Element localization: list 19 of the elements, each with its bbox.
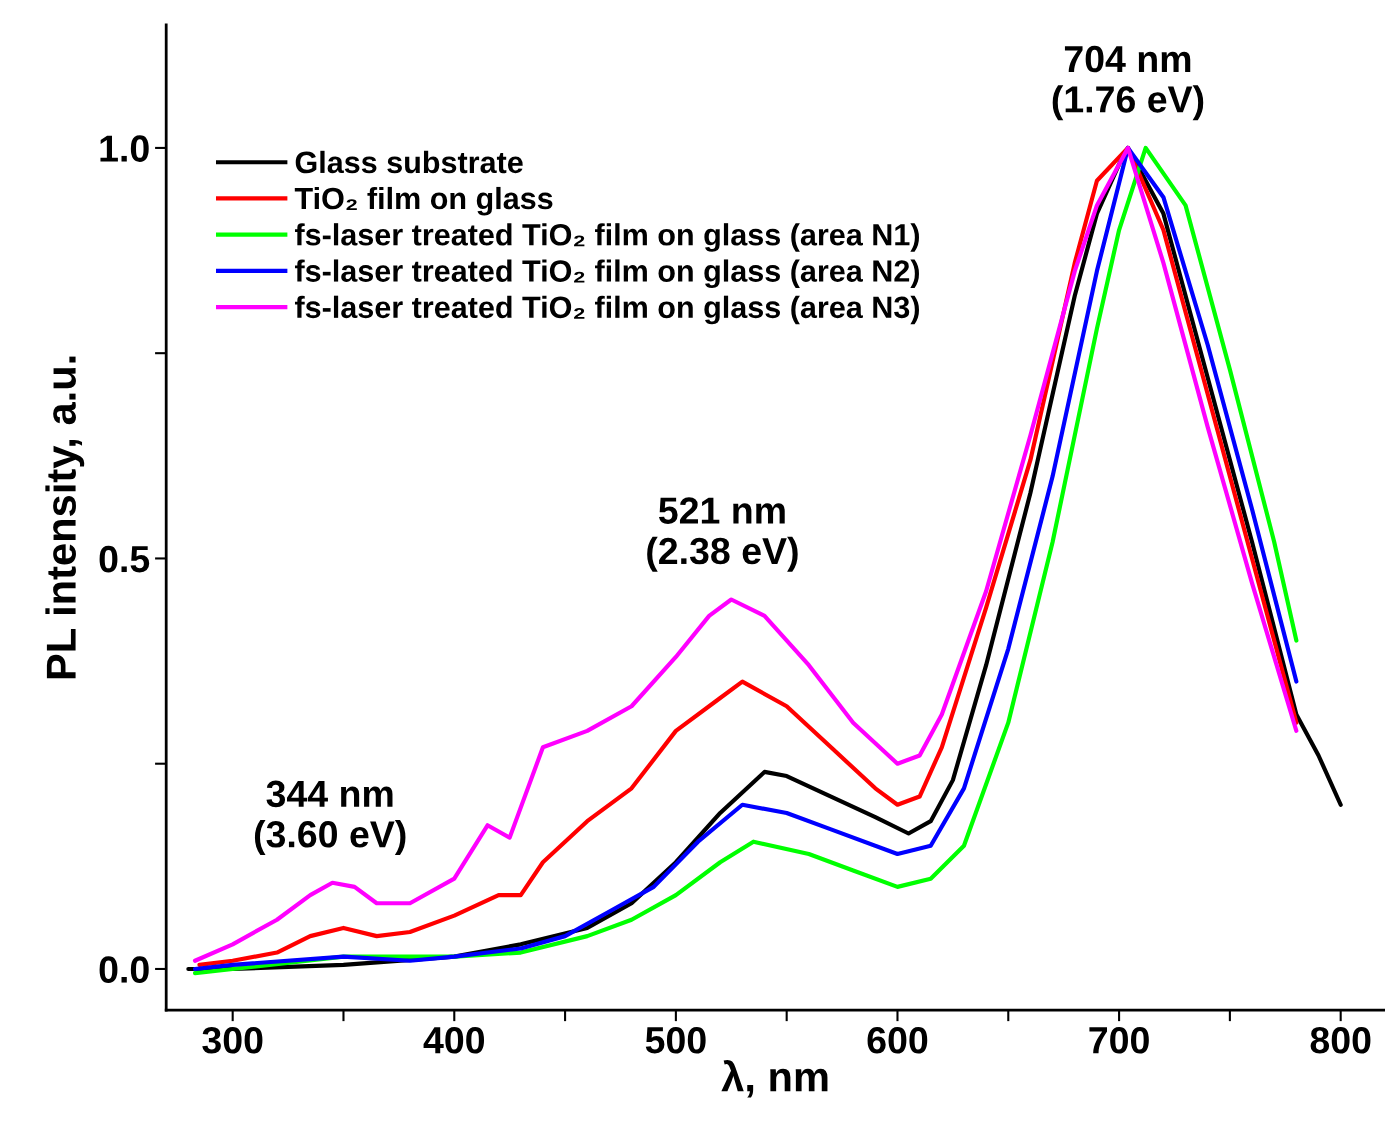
annotation: 521 nm (2.38 eV) xyxy=(647,497,798,572)
x-tick-label: 800 xyxy=(1310,1026,1371,1054)
x-tick-label: 400 xyxy=(423,1026,485,1054)
annotation: 704 nm (1.76 eV) xyxy=(1052,45,1204,121)
y-axis-title: PL intensity, a.u. xyxy=(45,356,85,679)
y-tick-label: 1.0 xyxy=(100,135,149,162)
x-tick-label: 700 xyxy=(1089,1026,1149,1054)
x-tick-label: 600 xyxy=(867,1026,928,1054)
legend-label: fs-laser treated TiO₂ film on glass (area N1) xyxy=(294,223,919,252)
x-tick-label: 500 xyxy=(645,1026,706,1054)
annotation: 344 nm (3.60 eV) xyxy=(254,780,406,855)
legend-label: fs-laser treated TiO₂ film on glass (area N3) xyxy=(294,295,919,325)
legend-label: fs-laser treated TiO₂ film on glass (area N2) xyxy=(294,259,919,289)
legend-label: Glass substrate xyxy=(295,150,523,174)
y-tick-label: 0.0 xyxy=(99,956,149,983)
legend-label: TiO₂ film on glass xyxy=(294,186,553,216)
x-axis-title: λ, nm xyxy=(721,1059,828,1098)
x-tick-label: 300 xyxy=(202,1026,263,1054)
y-tick-label: 0.5 xyxy=(99,545,150,573)
